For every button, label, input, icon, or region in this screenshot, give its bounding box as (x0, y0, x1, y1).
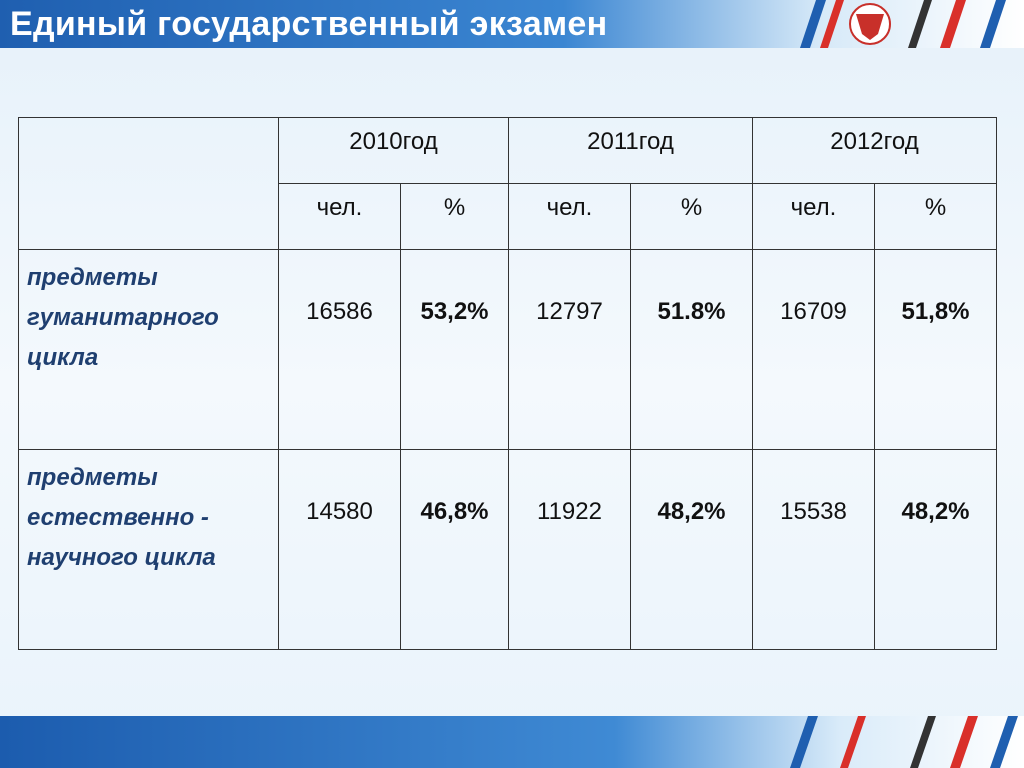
title: Единый государственный экзамен (10, 5, 608, 43)
count-cell: 12797 (508, 249, 631, 450)
percent-cell: 51.8% (630, 249, 753, 450)
percent-cell: 48,2% (630, 449, 753, 650)
year-row: 2010год 2011год 2012год (18, 117, 997, 250)
subheader: чел. (752, 183, 875, 250)
subheader: % (874, 183, 997, 250)
subheader-row: чел.% чел.% чел.% (19, 183, 997, 250)
subheader: % (400, 183, 509, 250)
year-header: 2010год (278, 117, 509, 184)
data-row: предметы гуманитарного цикла 16586 53,2% 12… (18, 249, 997, 450)
count-cell: 11922 (508, 449, 631, 650)
percent-cell: 51,8% (874, 249, 997, 450)
subheader: чел. (508, 183, 631, 250)
footer-decoration (790, 716, 1018, 768)
data-row: предметы естественно - научного цикла 145… (18, 449, 997, 650)
percent-cell: 48,2% (874, 449, 997, 650)
corner-cell (18, 117, 279, 250)
count-cell: 14580 (278, 449, 401, 650)
subheader: % (630, 183, 753, 250)
percent-cell: 46,8% (400, 449, 509, 650)
count-cell: 16586 (278, 249, 401, 450)
percent-cell: 53,2% (400, 249, 509, 450)
count-cell: 15538 (752, 449, 875, 650)
row-label: предметы гуманитарного цикла (18, 249, 279, 450)
row-label: предметы естественно - научного цикла (18, 449, 279, 650)
results-table: 2010год 2011год 2012год чел.% чел.% чел.% пред… (18, 117, 997, 650)
subheader: чел. (278, 183, 401, 250)
count-cell: 16709 (752, 249, 875, 450)
year-header: 2011год (508, 117, 753, 184)
header-decoration (800, 0, 1006, 48)
year-header: 2012год (752, 117, 997, 184)
